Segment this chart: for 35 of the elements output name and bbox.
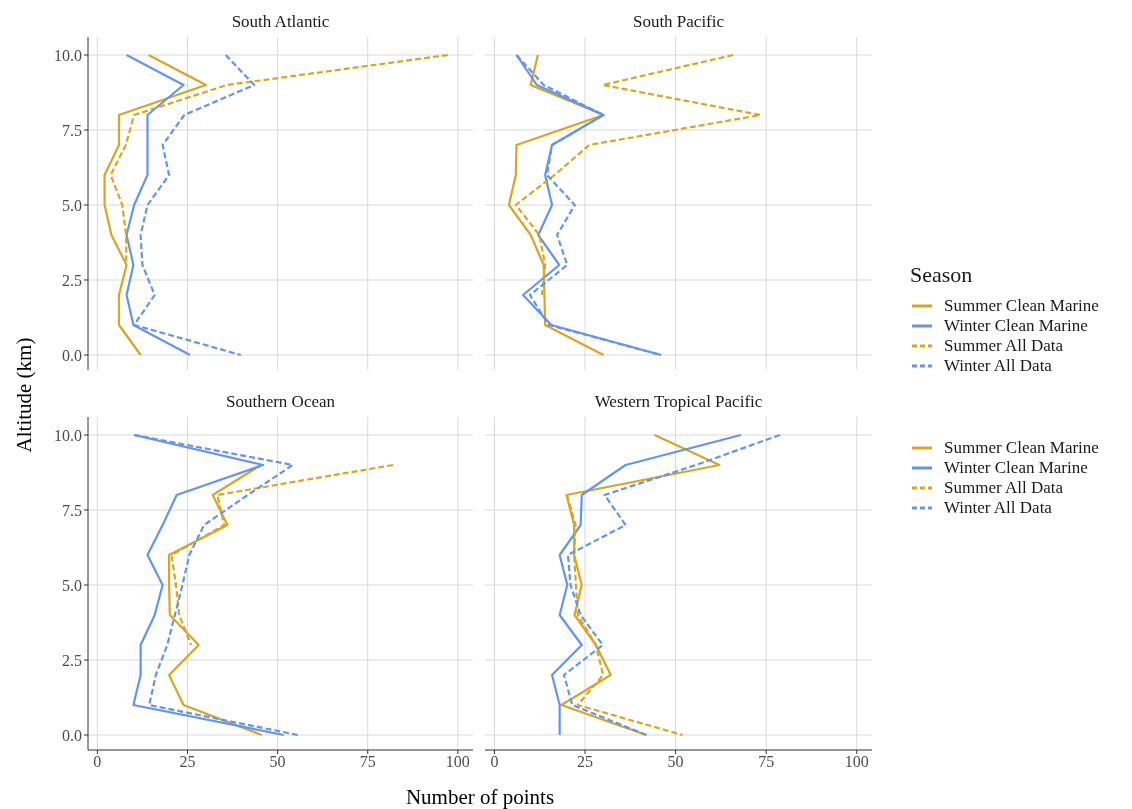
legend-label: Winter Clean Marine [944, 316, 1088, 336]
x-tick-label: 50 [269, 753, 286, 771]
x-axis-title: Number of points [405, 784, 555, 809]
chart-title: Southern Ocean [224, 391, 337, 413]
x-tick-label: 100 [445, 753, 470, 771]
x-tick-label: 75 [758, 753, 775, 771]
y-tick-label: 5.0 [62, 576, 82, 594]
x-tick-label: 0 [490, 753, 499, 771]
y-tick-label: 0.0 [62, 346, 82, 364]
legend-title: Season [910, 262, 974, 288]
y-tick-label: 10.0 [54, 46, 82, 64]
x-tick-label: 25 [577, 753, 594, 771]
legend-label: Winter All Data [944, 356, 1052, 376]
x-tick-label: 50 [667, 753, 684, 771]
chart-title: Western Tropical Pacific [593, 391, 764, 413]
chart-title: South Pacific [631, 11, 726, 33]
chart-title: South Atlantic [230, 11, 331, 33]
x-tick-label: 25 [179, 753, 196, 771]
y-tick-label: 2.5 [62, 651, 82, 669]
x-tick-label: 75 [359, 753, 376, 771]
y-tick-label: 5.0 [62, 196, 82, 214]
y-tick-label: 10.0 [54, 426, 82, 444]
x-tick-label: 100 [844, 753, 869, 771]
legend-label: Summer All Data [944, 336, 1063, 356]
x-tick-label: 0 [93, 753, 102, 771]
text: Winter All Data [944, 498, 1052, 517]
y-tick-label: 7.5 [62, 501, 82, 519]
text: Summer All Data [944, 478, 1063, 497]
y-axis-title: Altitude (km) [11, 337, 37, 453]
text: Summer Clean Marine [944, 438, 1099, 457]
text: Winter Clean Marine [944, 458, 1088, 477]
legend-label: Summer Clean Marine [944, 296, 1099, 316]
y-tick-label: 0.0 [62, 726, 82, 744]
y-tick-label: 7.5 [62, 121, 82, 139]
y-tick-label: 2.5 [62, 271, 82, 289]
